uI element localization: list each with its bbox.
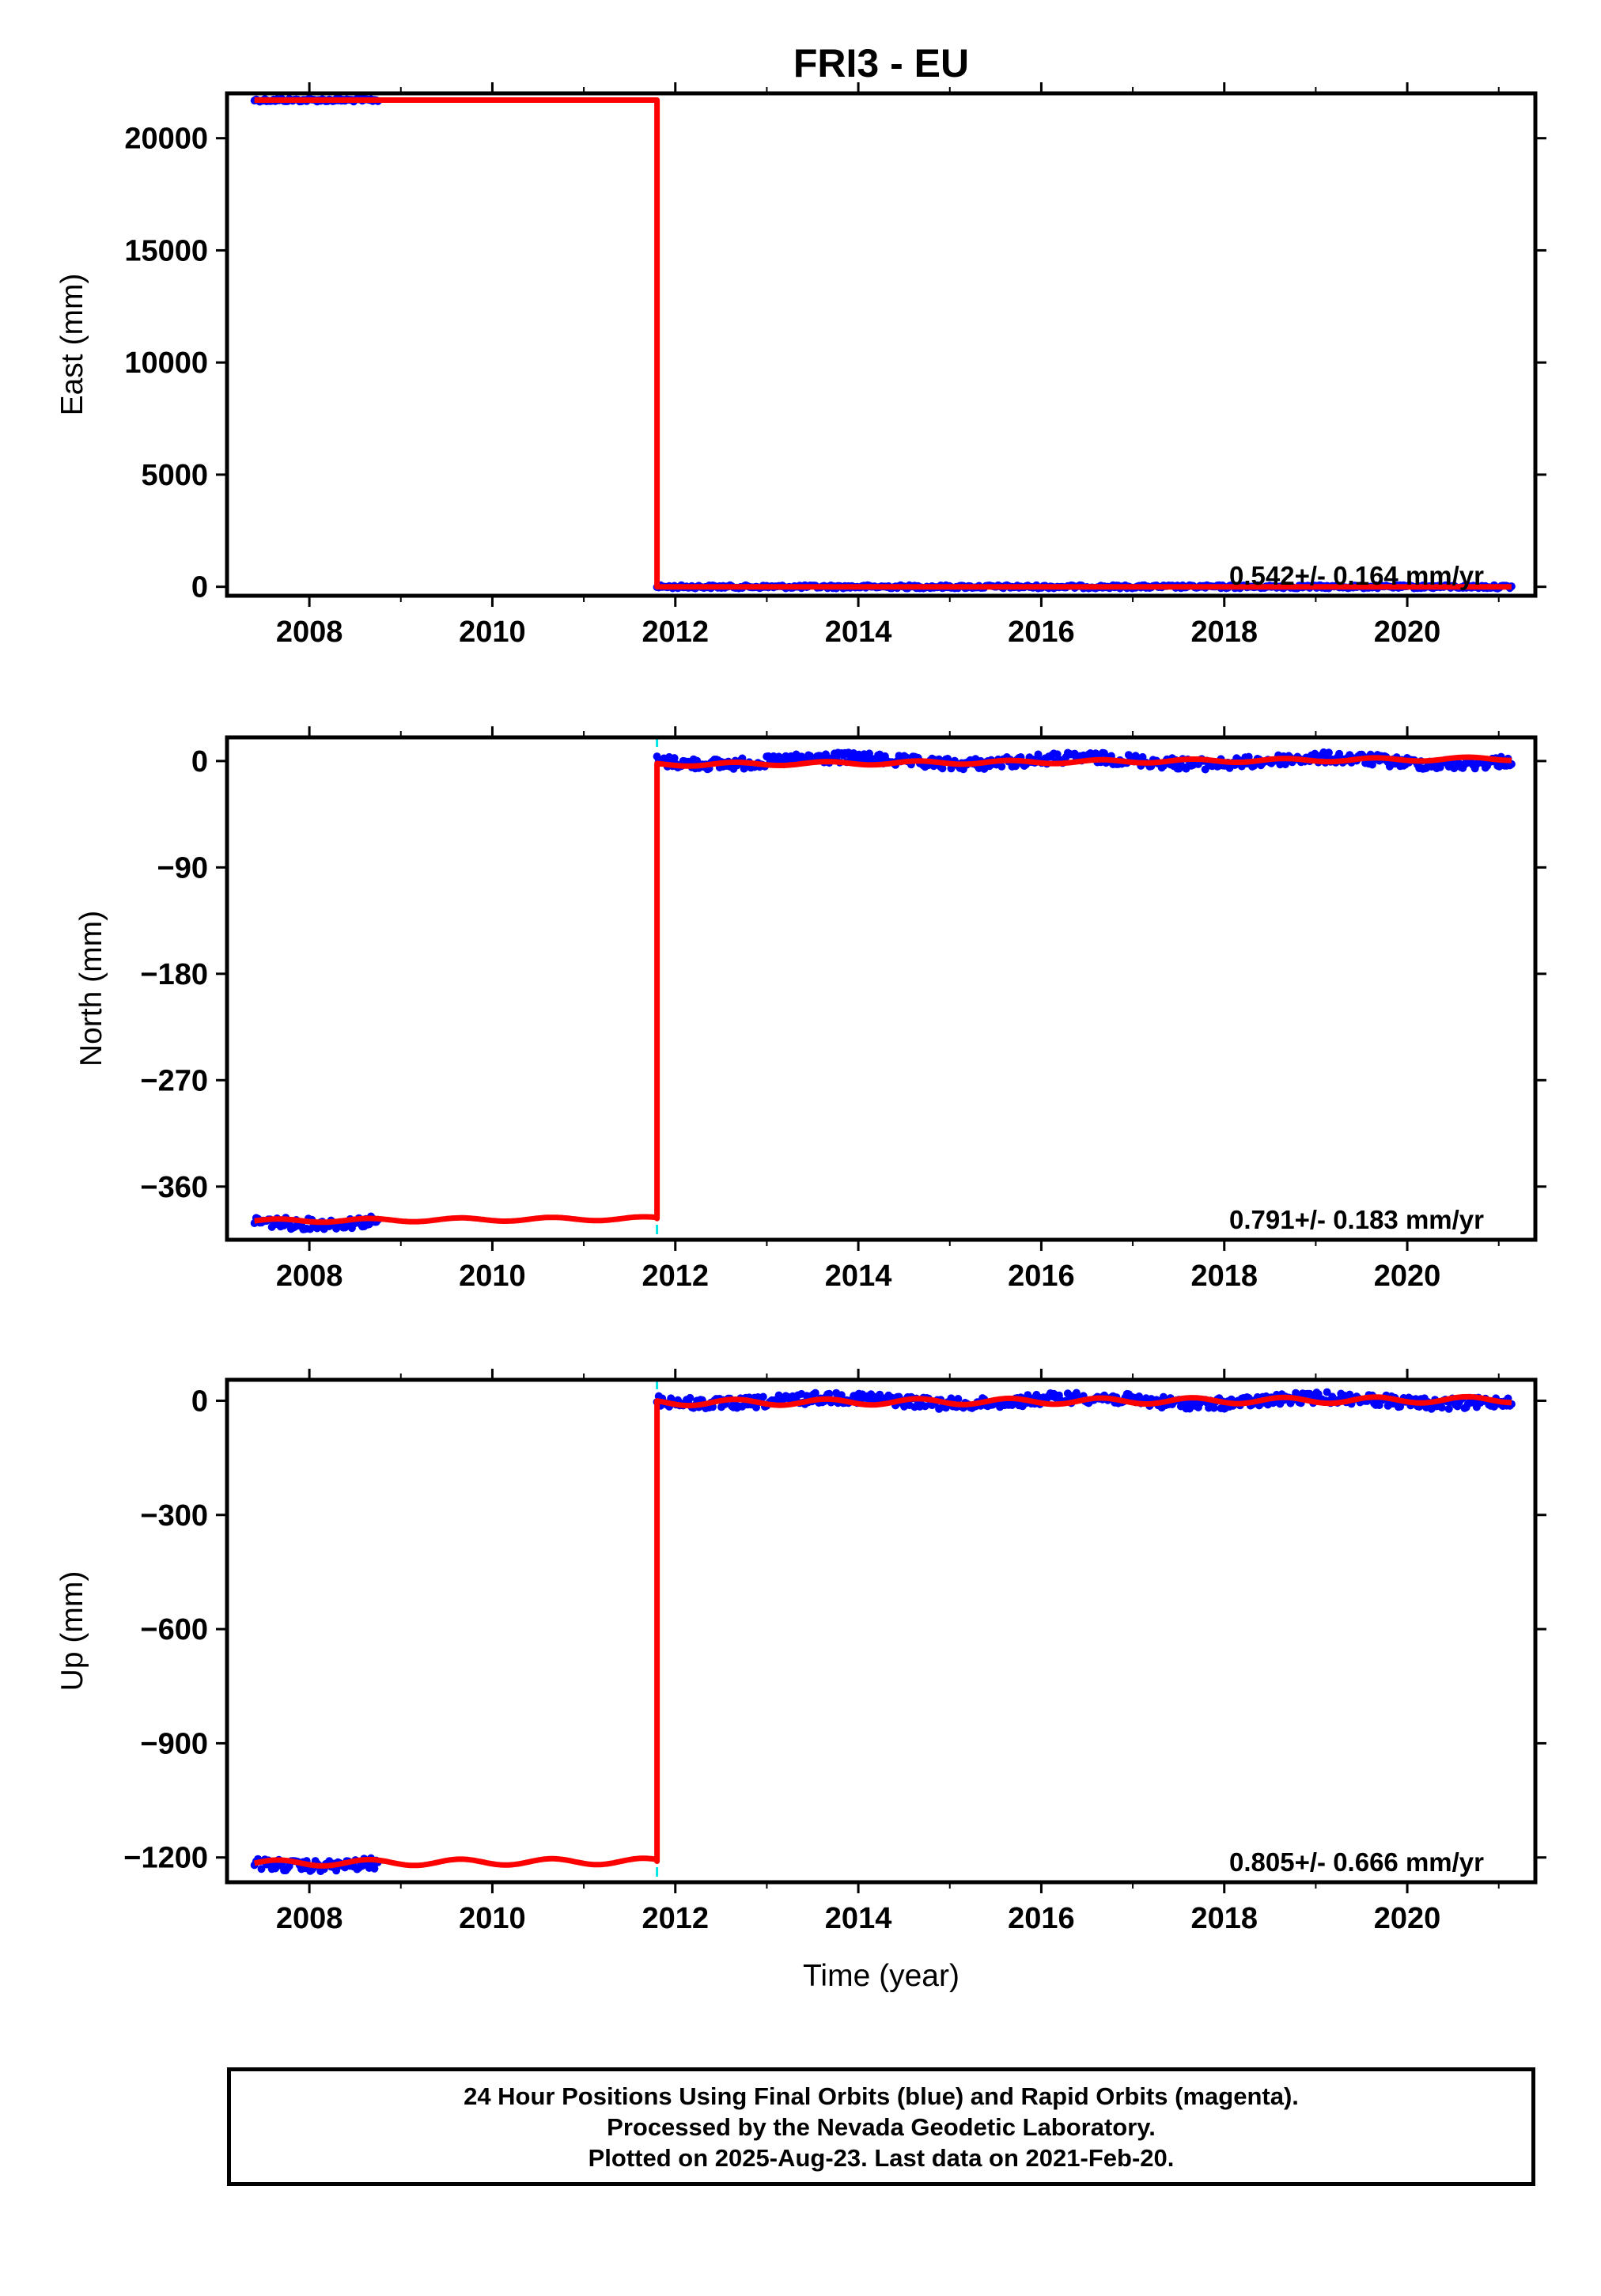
x-axis-label: Time (year) <box>803 1959 959 1993</box>
velocity-label: 0.542+/- 0.164 mm/yr <box>1229 561 1484 590</box>
data-point <box>1011 762 1020 771</box>
x-tick-label: 2010 <box>459 616 526 649</box>
y-tick-label: 0 <box>191 571 208 604</box>
plot-area <box>250 94 1516 593</box>
data-point <box>686 1393 695 1402</box>
x-tick-label: 2010 <box>459 1902 526 1935</box>
x-tick-label: 2020 <box>1374 1902 1441 1935</box>
model-fit-line <box>254 97 1512 590</box>
y-tick-label: −90 <box>157 851 208 885</box>
x-tick-label: 2016 <box>1008 1902 1075 1935</box>
panel-frame <box>225 735 1538 1242</box>
footer-line-2: Processed by the Nevada Geodetic Laborat… <box>607 2112 1156 2141</box>
model-fit-line <box>254 1393 1512 1869</box>
y-tick-label: 0 <box>191 745 208 779</box>
x-tick-label: 2008 <box>276 1902 343 1935</box>
data-point <box>370 1864 379 1873</box>
velocity-label: 0.791+/- 0.183 mm/yr <box>1229 1205 1484 1234</box>
x-tick-label: 2018 <box>1190 616 1258 649</box>
y-tick-label: −1200 <box>123 1842 208 1875</box>
x-tick-label: 2010 <box>459 1260 526 1293</box>
y-tick-label: 20000 <box>124 123 208 156</box>
final-orbit-points <box>250 94 1516 593</box>
x-tick-label: 2016 <box>1008 616 1075 649</box>
footer-line-1: 24 Hour Positions Using Final Orbits (bl… <box>464 2082 1299 2110</box>
data-point <box>257 1865 266 1874</box>
data-point <box>1053 750 1062 759</box>
y-tick-label: 0 <box>191 1385 208 1418</box>
x-tick-label: 2012 <box>642 1260 709 1293</box>
plot-area <box>250 737 1516 1240</box>
data-point <box>759 1392 767 1401</box>
footer-line-3: Plotted on 2025-Aug-23. Last data on 202… <box>588 2143 1175 2172</box>
x-tick-label: 2014 <box>825 1902 892 1935</box>
y-tick-label: −600 <box>140 1613 208 1646</box>
panel-frame <box>225 1377 1538 1885</box>
up-panel: 2008 2010 2012 2014 2016 2018 2020 0 −300 −600 −90… <box>55 1369 1546 1935</box>
data-point <box>1444 1404 1453 1413</box>
x-tick-label: 2008 <box>276 616 343 649</box>
data-point <box>811 1389 819 1397</box>
x-tick-label: 2014 <box>825 1260 892 1293</box>
figure-title: FRI3 - EU <box>793 41 969 85</box>
y-axis-label: East (mm) <box>55 274 89 416</box>
final-orbit-points <box>250 1388 1516 1876</box>
x-tick-label: 2014 <box>825 616 892 649</box>
panel-frame <box>225 91 1538 598</box>
plot-area <box>250 1380 1516 1882</box>
data-point <box>997 762 1006 771</box>
data-point <box>954 1395 963 1403</box>
x-tick-label: 2018 <box>1190 1260 1258 1293</box>
x-tick-label: 2012 <box>642 616 709 649</box>
y-tick-label: 15000 <box>124 234 208 267</box>
x-tick-label: 2020 <box>1374 1260 1441 1293</box>
y-tick-label: 5000 <box>141 459 208 492</box>
east-panel: 2008 2010 2012 2014 2016 2018 2020 0 5000 10000 15… <box>55 82 1546 649</box>
data-point <box>1324 748 1333 757</box>
footer-box: 24 Hour Positions Using Final Orbits (bl… <box>227 2067 1535 2186</box>
x-tick-label: 2008 <box>276 1260 343 1293</box>
data-point <box>1437 1404 1446 1412</box>
x-tick-label: 2018 <box>1190 1902 1258 1935</box>
model-fit-line <box>254 754 1512 1226</box>
y-tick-label: 10000 <box>124 347 208 380</box>
data-point <box>1034 750 1043 759</box>
y-tick-label: −270 <box>140 1064 208 1097</box>
final-orbit-points <box>250 748 1516 1233</box>
data-point <box>825 1389 834 1398</box>
data-point <box>332 1866 341 1875</box>
velocity-label: 0.805+/- 0.666 mm/yr <box>1229 1847 1484 1877</box>
y-tick-label: −360 <box>140 1171 208 1204</box>
y-tick-label: −900 <box>140 1727 208 1760</box>
data-point <box>1323 1388 1331 1396</box>
data-point <box>1072 1389 1081 1397</box>
data-point <box>938 764 947 773</box>
x-tick-label: 2012 <box>642 1902 709 1935</box>
y-axis-label: North (mm) <box>74 911 108 1067</box>
y-tick-label: −180 <box>140 958 208 991</box>
data-point <box>670 754 679 763</box>
north-panel: 2008 2010 2012 2014 2016 2018 2020 0 −90 −180 −270… <box>74 726 1546 1293</box>
data-point <box>1209 1404 1218 1412</box>
x-tick-label: 2020 <box>1374 616 1441 649</box>
y-tick-label: −300 <box>140 1499 208 1533</box>
y-axis-label: Up (mm) <box>55 1571 89 1692</box>
data-point <box>837 1391 846 1400</box>
x-tick-label: 2016 <box>1008 1260 1075 1293</box>
data-point <box>1100 749 1109 758</box>
